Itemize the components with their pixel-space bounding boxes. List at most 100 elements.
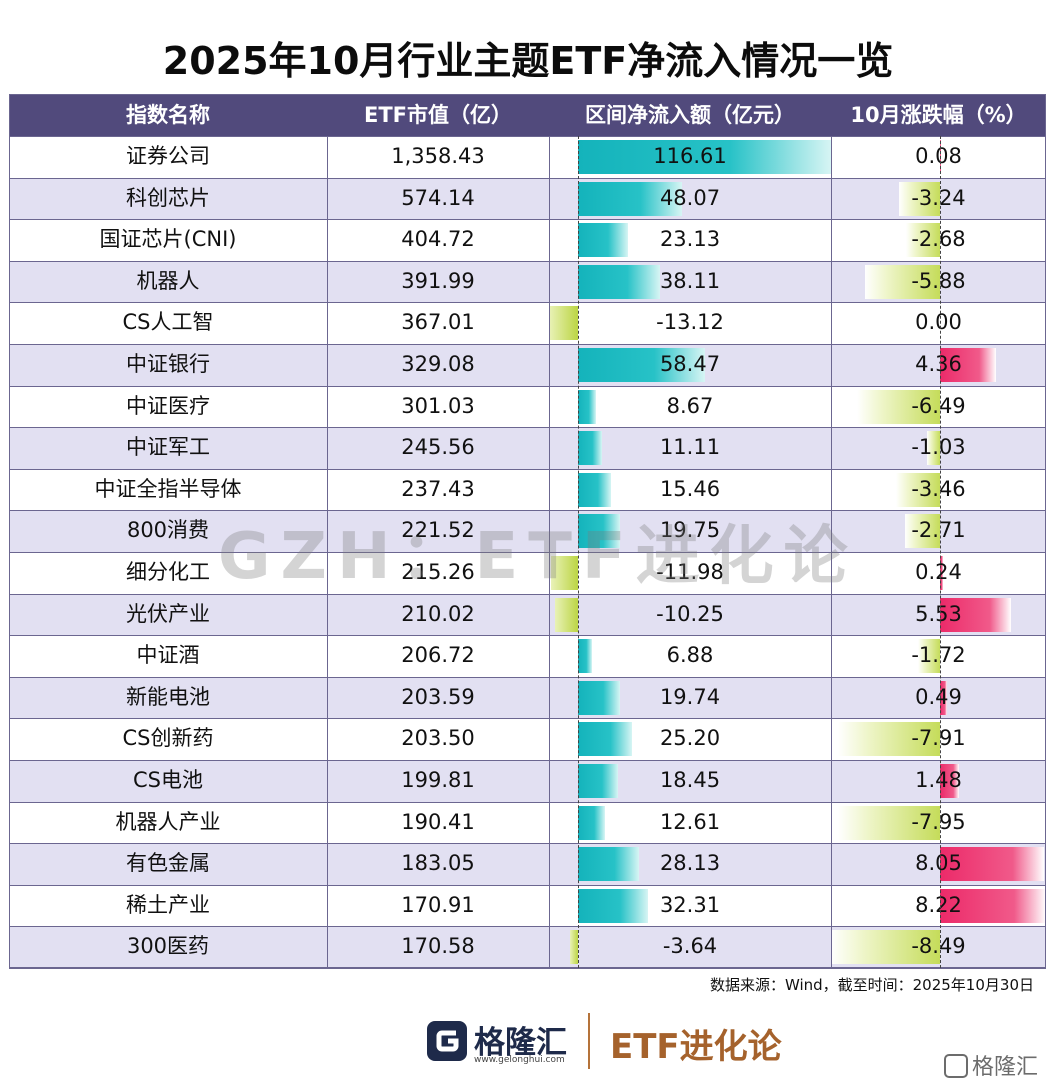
col-header-net-inflow: 区间净流入额（亿元） (585, 103, 795, 127)
table-header: 指数名称 ETF市值（亿） 区间净流入额（亿元） 10月涨跌幅（%） (9, 94, 1046, 136)
data-source-note: 数据来源：Wind，截至时间：2025年10月30日 (709, 976, 1034, 994)
net-inflow-bar (577, 680, 621, 715)
return-value: 5.53 (915, 601, 962, 626)
index-name: 有色金属 (126, 851, 210, 876)
table-row: 科创芯片 574.14 48.07 -3.24 (9, 177, 1046, 220)
logo-url: www.gelonghui.com (474, 1055, 565, 1065)
index-name: 稀土产业 (126, 892, 210, 917)
index-name: 机器人 (136, 268, 200, 293)
return-value: -3.24 (911, 185, 966, 210)
net-inflow-bar (577, 431, 602, 466)
net-inflow-cell: 116.61 (549, 136, 831, 178)
return-cell: -2.71 (831, 510, 1046, 552)
net-inflow-value: 38.11 (659, 268, 721, 293)
market-value: 367.01 (401, 310, 475, 335)
return-bar (905, 514, 941, 549)
table-row: 300医药 170.58 -3.64 -8.49 (9, 926, 1046, 968)
return-value: 1.48 (915, 768, 962, 792)
table-row: 国证芯片(CNI) 404.72 23.13 -2.68 (9, 219, 1046, 261)
net-inflow-bar (577, 389, 597, 424)
return-value: 8.22 (915, 892, 962, 917)
net-inflow-bar (577, 888, 648, 923)
gelonghui-logo-icon (427, 1021, 467, 1061)
net-inflow-bar (577, 264, 661, 299)
return-cell: 5.53 (831, 594, 1046, 636)
net-inflow-cell: 38.11 (549, 261, 831, 303)
return-bar (895, 472, 941, 507)
return-value: -3.46 (911, 476, 966, 501)
return-cell: -7.95 (831, 802, 1046, 844)
market-value: 329.08 (401, 352, 475, 376)
net-inflow-bar (577, 140, 831, 174)
return-bar (918, 639, 941, 674)
market-value: 206.72 (401, 643, 475, 668)
return-cell: -3.24 (831, 178, 1046, 220)
return-value: 8.05 (915, 851, 962, 876)
index-name: 国证芯片(CNI) (99, 227, 237, 252)
return-bar (940, 597, 1012, 632)
return-bar (926, 431, 941, 466)
return-cell: -6.49 (831, 386, 1046, 428)
footer-divider (588, 1013, 590, 1069)
market-value: 199.81 (401, 768, 475, 792)
net-inflow-value: 8.67 (666, 393, 714, 418)
return-cell: -7.91 (831, 718, 1046, 760)
index-name: 证券公司 (126, 144, 210, 168)
return-cell: 0.24 (831, 552, 1046, 594)
net-inflow-cell: -13.12 (549, 302, 831, 344)
net-inflow-bar (555, 597, 578, 632)
net-inflow-value: 28.13 (659, 851, 721, 876)
return-cell: 4.36 (831, 344, 1046, 386)
table-row: 光伏产业 210.02 -10.25 5.53 (9, 593, 1046, 636)
return-bar (864, 264, 941, 299)
net-inflow-value: -3.64 (662, 934, 718, 959)
return-value: 0.00 (915, 310, 962, 335)
net-inflow-bar (577, 514, 621, 549)
return-bar (838, 722, 941, 757)
table-row: CS人工智 367.01 -13.12 0.00 (9, 302, 1046, 344)
index-name: 光伏产业 (126, 601, 210, 626)
net-inflow-bar (569, 930, 578, 965)
return-value: -2.71 (911, 518, 966, 543)
market-value: 183.05 (401, 851, 475, 876)
return-bar (940, 348, 997, 382)
return-bar (837, 805, 941, 840)
return-cell: 0.08 (831, 136, 1046, 178)
table-row: 机器人产业 190.41 12.61 -7.95 (9, 801, 1046, 844)
market-value: 245.56 (401, 435, 475, 460)
market-value: 574.14 (401, 185, 475, 210)
index-name: 中证军工 (126, 435, 210, 460)
net-inflow-cell: 15.46 (549, 469, 831, 511)
net-inflow-value: 18.45 (659, 768, 721, 792)
return-cell: -1.72 (831, 635, 1046, 677)
net-inflow-cell: 19.75 (549, 510, 831, 552)
logo-text: 格隆汇 (474, 1025, 567, 1061)
return-value: -1.03 (911, 435, 966, 460)
net-inflow-value: 116.61 (653, 144, 727, 168)
return-bar (898, 181, 941, 216)
return-bar (831, 930, 941, 965)
net-inflow-bar (577, 805, 605, 840)
net-inflow-value: 12.61 (659, 809, 721, 834)
index-name: CS人工智 (122, 310, 214, 335)
return-value: 0.24 (915, 560, 962, 584)
net-inflow-value: -11.98 (656, 560, 724, 584)
return-cell: 8.22 (831, 885, 1046, 927)
return-value: -7.91 (911, 726, 966, 751)
net-inflow-bar (577, 223, 628, 258)
corner-logo-icon (944, 1054, 968, 1078)
table-row: 稀土产业 170.91 32.31 8.22 (9, 884, 1046, 927)
row-divider (9, 968, 1046, 969)
net-inflow-cell: 12.61 (549, 802, 831, 844)
net-inflow-bar (577, 181, 682, 216)
net-inflow-cell: 19.74 (549, 677, 831, 719)
table-row: 中证军工 245.56 11.11 -1.03 (9, 427, 1046, 469)
net-inflow-cell: 11.11 (549, 427, 831, 469)
net-inflow-cell: 23.13 (549, 219, 831, 261)
net-inflow-value: 15.46 (659, 476, 721, 501)
brand-name: ETF进化论 (610, 1027, 782, 1067)
market-value: 190.41 (401, 809, 475, 834)
table-row: 新能电池 203.59 19.74 0.49 (9, 676, 1046, 719)
market-value: 1,358.43 (391, 144, 485, 168)
return-cell: -5.88 (831, 261, 1046, 303)
